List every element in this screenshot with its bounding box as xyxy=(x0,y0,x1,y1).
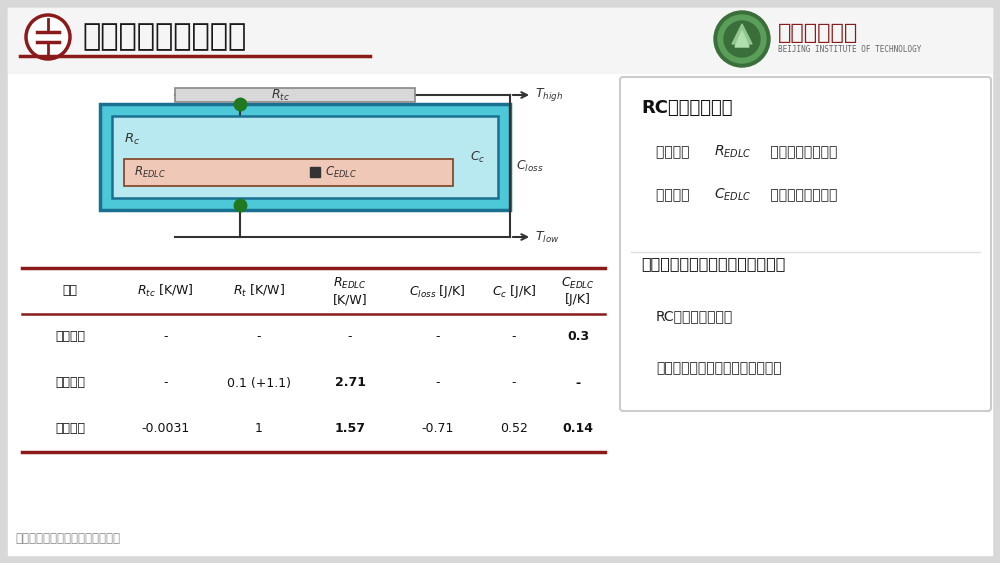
Text: 2.71: 2.71 xyxy=(334,377,366,390)
Text: -: - xyxy=(435,330,440,343)
Polygon shape xyxy=(732,24,752,44)
Text: $R_c$: $R_c$ xyxy=(124,131,140,146)
Text: 器件热阻: 器件热阻 xyxy=(656,145,694,159)
Text: RC热路关键参数: RC热路关键参数 xyxy=(641,99,732,117)
Text: -: - xyxy=(348,330,352,343)
Text: 1: 1 xyxy=(255,422,263,436)
Text: （理论计算可得）: （理论计算可得） xyxy=(766,145,837,159)
Text: $R_{EDLC}$
[K/W]: $R_{EDLC}$ [K/W] xyxy=(333,276,367,306)
Circle shape xyxy=(26,15,70,59)
Text: $T_{high}$: $T_{high}$ xyxy=(535,87,563,104)
Text: $R_t$ [K/W]: $R_t$ [K/W] xyxy=(233,283,285,299)
Text: 数値模拟: 数値模拟 xyxy=(55,330,85,343)
Text: 中国电工技术学会新媒体平台发布: 中国电工技术学会新媒体平台发布 xyxy=(15,532,120,545)
Bar xyxy=(100,104,510,210)
Text: RC热路模型有效！: RC热路模型有效！ xyxy=(656,309,733,323)
Text: $R_{tc}$ [K/W]: $R_{tc}$ [K/W] xyxy=(137,283,194,299)
Text: 组别: 组别 xyxy=(62,284,78,297)
Circle shape xyxy=(718,15,766,63)
Text: 可由热阻抗分析实验获器件热参数: 可由热阻抗分析实验获器件热参数 xyxy=(656,361,782,376)
Text: $C_{EDLC}$: $C_{EDLC}$ xyxy=(714,187,751,203)
Text: 0.1 (+1.1): 0.1 (+1.1) xyxy=(227,377,291,390)
Text: 实验拟合结果与理论计算结果吠合: 实验拟合结果与理论计算结果吠合 xyxy=(641,256,785,271)
Text: -: - xyxy=(257,330,261,343)
Text: $C_{EDLC}$
[J/K]: $C_{EDLC}$ [J/K] xyxy=(561,276,595,306)
Text: $C_c$ [J/K]: $C_c$ [J/K] xyxy=(492,283,536,300)
Text: $C_{loss}$ [J/K]: $C_{loss}$ [J/K] xyxy=(409,283,466,300)
Text: $C_{EDLC}$: $C_{EDLC}$ xyxy=(325,165,357,180)
Text: 1.57: 1.57 xyxy=(334,422,366,436)
Text: 0.3: 0.3 xyxy=(567,330,589,343)
Text: 0.14: 0.14 xyxy=(562,422,594,436)
Text: -: - xyxy=(575,377,581,390)
Polygon shape xyxy=(735,31,749,47)
Bar xyxy=(310,167,320,177)
Bar xyxy=(112,116,498,198)
Text: -0.71: -0.71 xyxy=(421,422,454,436)
Text: $R_{EDLC}$: $R_{EDLC}$ xyxy=(714,144,751,160)
Text: BEIJING INSTITUTE OF TECHNOLOGY: BEIJING INSTITUTE OF TECHNOLOGY xyxy=(778,46,921,55)
Text: $T_{low}$: $T_{low}$ xyxy=(535,230,560,244)
Text: $R_{EDLC}$: $R_{EDLC}$ xyxy=(134,165,166,180)
Text: 器件热容: 器件热容 xyxy=(656,188,694,202)
Text: 0.52: 0.52 xyxy=(500,422,528,436)
Text: $C_{loss}$: $C_{loss}$ xyxy=(516,158,543,173)
Text: -: - xyxy=(163,330,168,343)
Text: $R_{tc}$: $R_{tc}$ xyxy=(271,87,290,102)
Text: -: - xyxy=(163,377,168,390)
Text: -0.0031: -0.0031 xyxy=(141,422,190,436)
Circle shape xyxy=(714,11,770,67)
Text: 北京理工大学: 北京理工大学 xyxy=(778,23,858,43)
Bar xyxy=(8,8,992,73)
Text: $C_c$: $C_c$ xyxy=(470,149,485,164)
FancyBboxPatch shape xyxy=(620,77,991,411)
Circle shape xyxy=(724,21,760,57)
Text: -: - xyxy=(512,330,516,343)
Text: （数値仳真可得）: （数値仳真可得） xyxy=(766,188,837,202)
Text: 实验结果: 实验结果 xyxy=(55,422,85,436)
Text: 热阻抗分析实验结果: 热阻抗分析实验结果 xyxy=(82,23,246,51)
Bar xyxy=(175,88,415,102)
Bar xyxy=(124,159,453,186)
Text: 理论计算: 理论计算 xyxy=(55,377,85,390)
Text: -: - xyxy=(512,377,516,390)
Text: -: - xyxy=(435,377,440,390)
